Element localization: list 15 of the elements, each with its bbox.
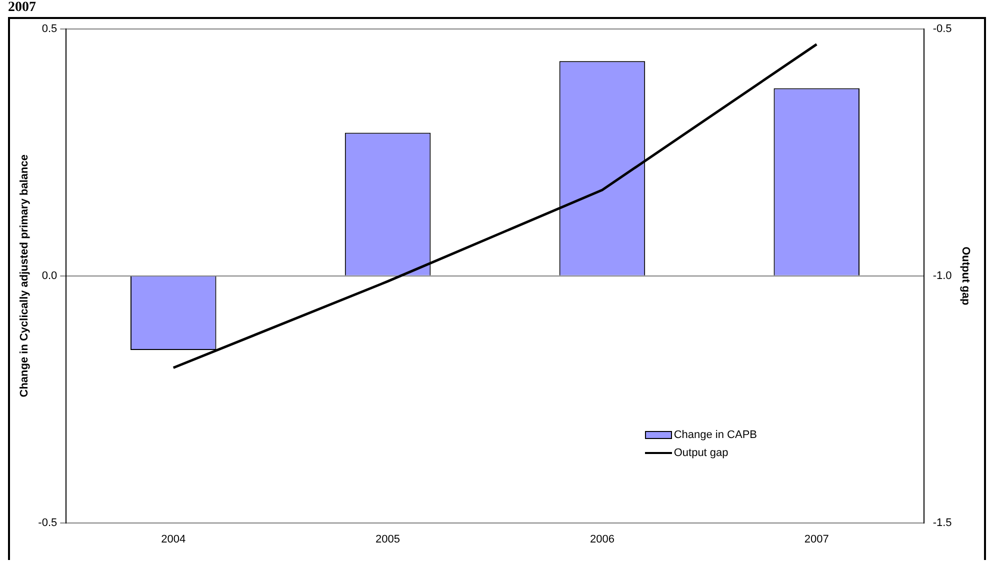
x-tick-label: 2006 <box>590 533 614 546</box>
y-tick-label: -0.5 <box>38 516 58 529</box>
y2-axis-title: Output gap <box>959 246 972 306</box>
x-tick-label: 2004 <box>161 533 186 546</box>
x-tick-label: 2007 <box>804 533 829 546</box>
legend-label: Output gap <box>674 446 728 461</box>
y-tick-label: 0.5 <box>42 23 58 36</box>
y2-tick-label: -0.5 <box>932 23 952 36</box>
x-tick-label: 2005 <box>376 533 400 546</box>
chart-title: 2007 <box>8 0 36 16</box>
y-axis-title: Change in Cyclically adjusted primary balance <box>18 154 31 398</box>
y2-tick-label: -1.5 <box>932 516 952 529</box>
legend-label: Change in CAPB <box>674 428 758 443</box>
y-tick-label: 0.0 <box>42 270 58 282</box>
y2-tick-label: -1.0 <box>932 270 952 282</box>
